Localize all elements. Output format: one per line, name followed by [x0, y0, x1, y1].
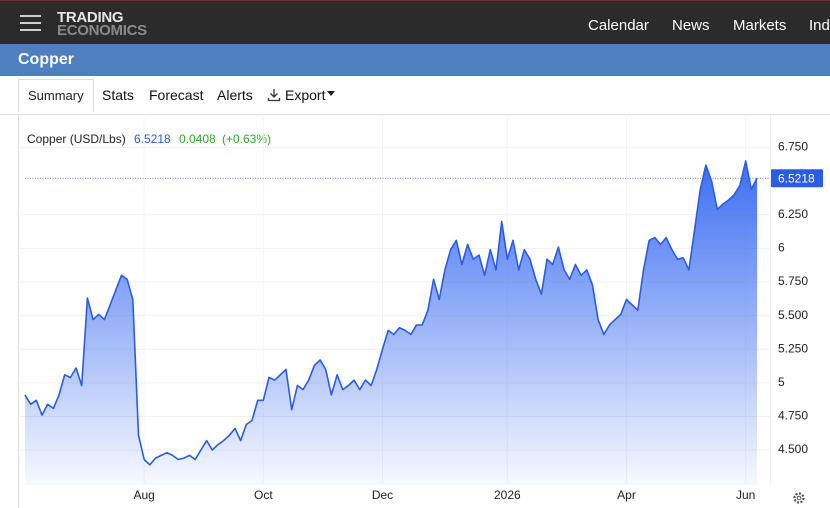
legend: Copper (USD/Lbs) 6.5218 0.0408 (+0.63%) — [27, 132, 271, 146]
y-tick-label: 6.750 — [778, 140, 808, 154]
y-tick-label: 4.750 — [778, 409, 808, 423]
y-tick-label: 5.500 — [778, 308, 808, 322]
tab[interactable]: Alerts — [217, 87, 253, 103]
y-tick-label: 5 — [778, 375, 785, 389]
legend-change-pct: (+0.63%) — [222, 132, 271, 146]
settings-icon[interactable] — [793, 492, 805, 504]
plot: 4.500 4.750 5 5.250 5.500 5.750 6 6.250 6.750 Aug… — [20, 118, 823, 502]
legend-last: 6.5218 — [134, 132, 171, 146]
tab[interactable]: Summary — [18, 79, 94, 112]
last-value-box — [771, 169, 823, 188]
x-tick-label: Apr — [617, 488, 636, 502]
logo-text: TRADING — [57, 9, 124, 26]
nav-link[interactable]: Ind — [809, 17, 830, 34]
page-title: Copper — [18, 51, 74, 68]
y-tick-label: 4.500 — [778, 442, 808, 456]
logo[interactable]: TRADING ECONOMICS — [57, 9, 147, 39]
x-tick-label: Dec — [372, 488, 393, 502]
area — [25, 161, 757, 485]
menu-button[interactable] — [20, 15, 41, 36]
y-tick-label: 6.250 — [778, 207, 808, 221]
tab-bar: Summary Stats Forecast Alerts Export — [0, 76, 830, 115]
title-bar: Copper — [0, 44, 830, 76]
top-bar: TRADING ECONOMICS Calendar News Markets … — [0, 0, 830, 44]
caret — [327, 91, 335, 96]
line — [24, 160, 758, 466]
tab[interactable]: Stats — [102, 87, 134, 103]
tab[interactable]: Export — [285, 87, 326, 103]
x-tick-label: Oct — [254, 488, 273, 502]
legend-name: Copper (USD/Lbs) — [27, 132, 126, 146]
nav-link[interactable]: News — [672, 17, 710, 34]
x-tick-label: Jun — [736, 488, 755, 502]
legend-change: 0.0408 — [179, 132, 216, 146]
y-tick-label: 6 — [778, 241, 785, 255]
logo-text: ECONOMICS — [57, 22, 147, 39]
download-icon — [267, 89, 281, 102]
x-tick-label: Aug — [133, 488, 154, 502]
last-value-label: 6.5218 — [778, 171, 815, 185]
tab[interactable]: Forecast — [149, 87, 204, 103]
nav-link[interactable]: Markets — [733, 17, 787, 34]
x-tick-label: 2026 — [494, 488, 521, 502]
y-tick-label: 5.250 — [778, 341, 808, 355]
nav-link[interactable]: Calendar — [588, 17, 649, 34]
y-tick-label: 5.750 — [778, 274, 808, 288]
